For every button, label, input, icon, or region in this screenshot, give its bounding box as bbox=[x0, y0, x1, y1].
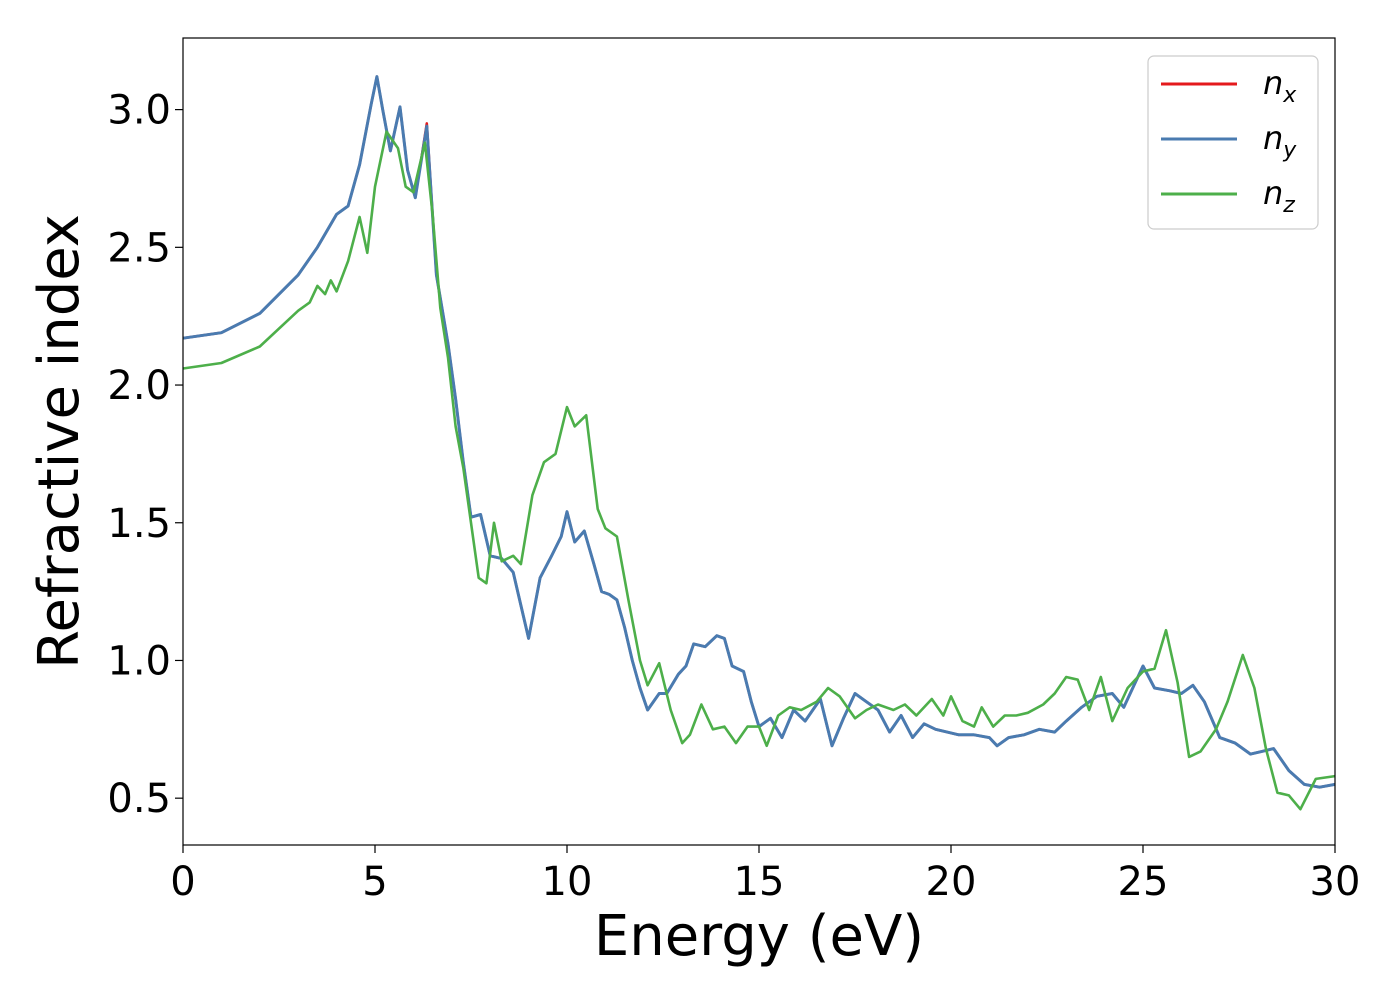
plot-frame bbox=[182, 37, 1336, 846]
y-tick-label: 1.0 bbox=[107, 638, 171, 684]
y-tick-label: 0.5 bbox=[107, 776, 171, 822]
legend-label-subscript: x bbox=[1282, 83, 1297, 108]
x-tick-label: 20 bbox=[926, 859, 977, 905]
y-tick-label: 2.0 bbox=[107, 363, 171, 409]
y-axis-ticks: 0.5 1.0 1.5 2.0 2.5 3.0 bbox=[107, 88, 183, 822]
y-tick-label: 2.5 bbox=[107, 225, 171, 271]
legend-label-subscript: z bbox=[1282, 193, 1295, 218]
x-tick-label: 0 bbox=[170, 859, 195, 905]
y-axis-title: Refractive index bbox=[27, 214, 92, 669]
x-axis-title: Energy (eV) bbox=[594, 904, 924, 969]
legend-box bbox=[1147, 55, 1319, 230]
legend-label-subscript: y bbox=[1282, 138, 1297, 163]
x-tick-label: 25 bbox=[1118, 859, 1169, 905]
x-tick-label: 5 bbox=[362, 859, 387, 905]
y-tick-label: 3.0 bbox=[107, 88, 171, 134]
x-tick-label: 30 bbox=[1310, 859, 1361, 905]
series-line-nz bbox=[182, 130, 1336, 811]
x-tick-label: 10 bbox=[542, 859, 593, 905]
x-axis-ticks: 0 5 10 15 20 25 30 bbox=[170, 845, 1360, 905]
x-tick-label: 15 bbox=[734, 859, 785, 905]
y-tick-label: 1.5 bbox=[107, 501, 171, 547]
plot-lines bbox=[182, 75, 1336, 811]
